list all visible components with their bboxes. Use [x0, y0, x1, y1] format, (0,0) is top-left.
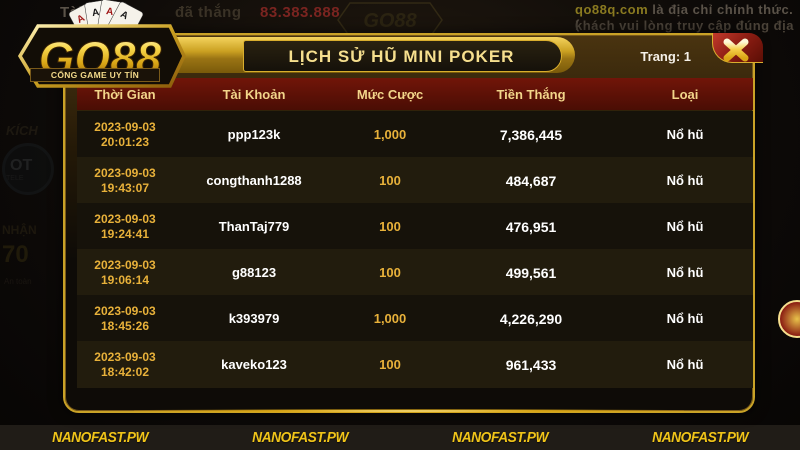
- svg-text:GO88: GO88: [363, 10, 417, 32]
